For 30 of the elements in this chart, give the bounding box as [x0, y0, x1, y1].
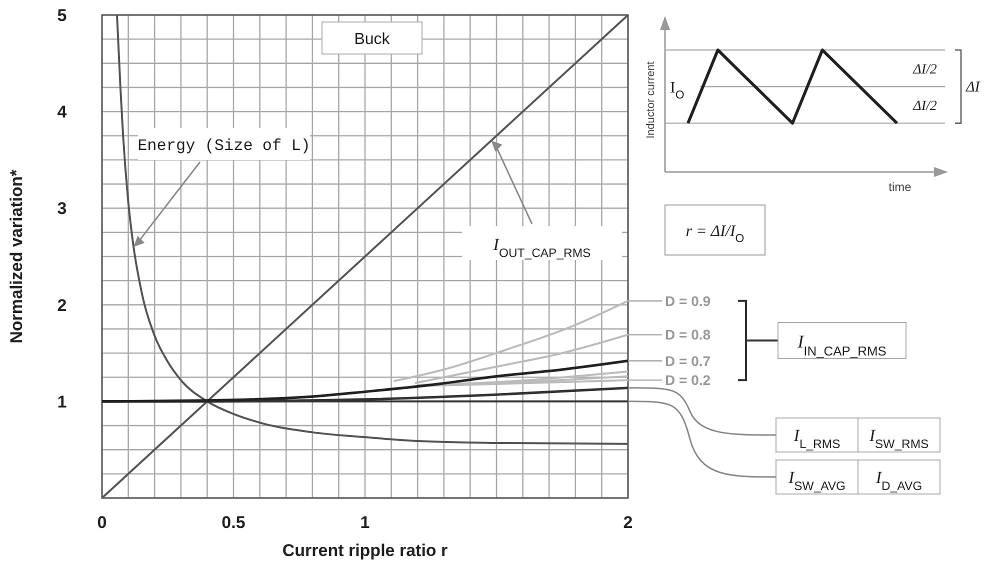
annotation: Buck: [354, 31, 391, 48]
x-axis-title: time: [888, 180, 912, 194]
annotation: I$_{SW_AVG}$: [787, 468, 846, 493]
text: I$_{SW_RMS}$: [868, 426, 929, 451]
y-axis-title: Inductor current: [645, 61, 657, 139]
x-tick-label: 0: [97, 513, 107, 532]
y-tick-label: 1: [57, 392, 67, 412]
text: ΔI/2: [912, 62, 937, 78]
text: D = 0.2: [665, 372, 711, 388]
x-axis-title: Current ripple ratio r: [282, 541, 448, 560]
x-tick-label: 2: [623, 513, 633, 532]
text: D = 0.7: [665, 352, 711, 369]
text: I$_{IN_CAP_RMS}$: [796, 332, 887, 358]
y-tick-label: 4: [57, 102, 68, 122]
text: D = 0.9: [665, 292, 711, 309]
text: ΔI/2: [912, 98, 937, 114]
text: D = 0.8: [665, 326, 711, 343]
text: r = ΔI/I$_{O}$: [686, 223, 744, 245]
annotation: I$_{OUT_CAP_RMS}$: [492, 235, 591, 260]
text: I$_{D_AVG}$: [874, 468, 922, 493]
x-tick-label: 0.5: [222, 513, 246, 532]
ref-line-label: I$_{O}$: [670, 80, 684, 102]
y-tick-label: 3: [57, 199, 67, 218]
y-tick-label: 5: [57, 6, 67, 25]
x-tick-label: 1: [360, 513, 370, 532]
annotation: I$_{L_RMS}$: [792, 426, 840, 451]
y-axis-title: Normalized variation*: [7, 169, 26, 344]
y-tick-label: 2: [57, 296, 67, 315]
annotation: Energy (Size of L): [138, 137, 310, 155]
text: ΔI: [965, 80, 981, 96]
